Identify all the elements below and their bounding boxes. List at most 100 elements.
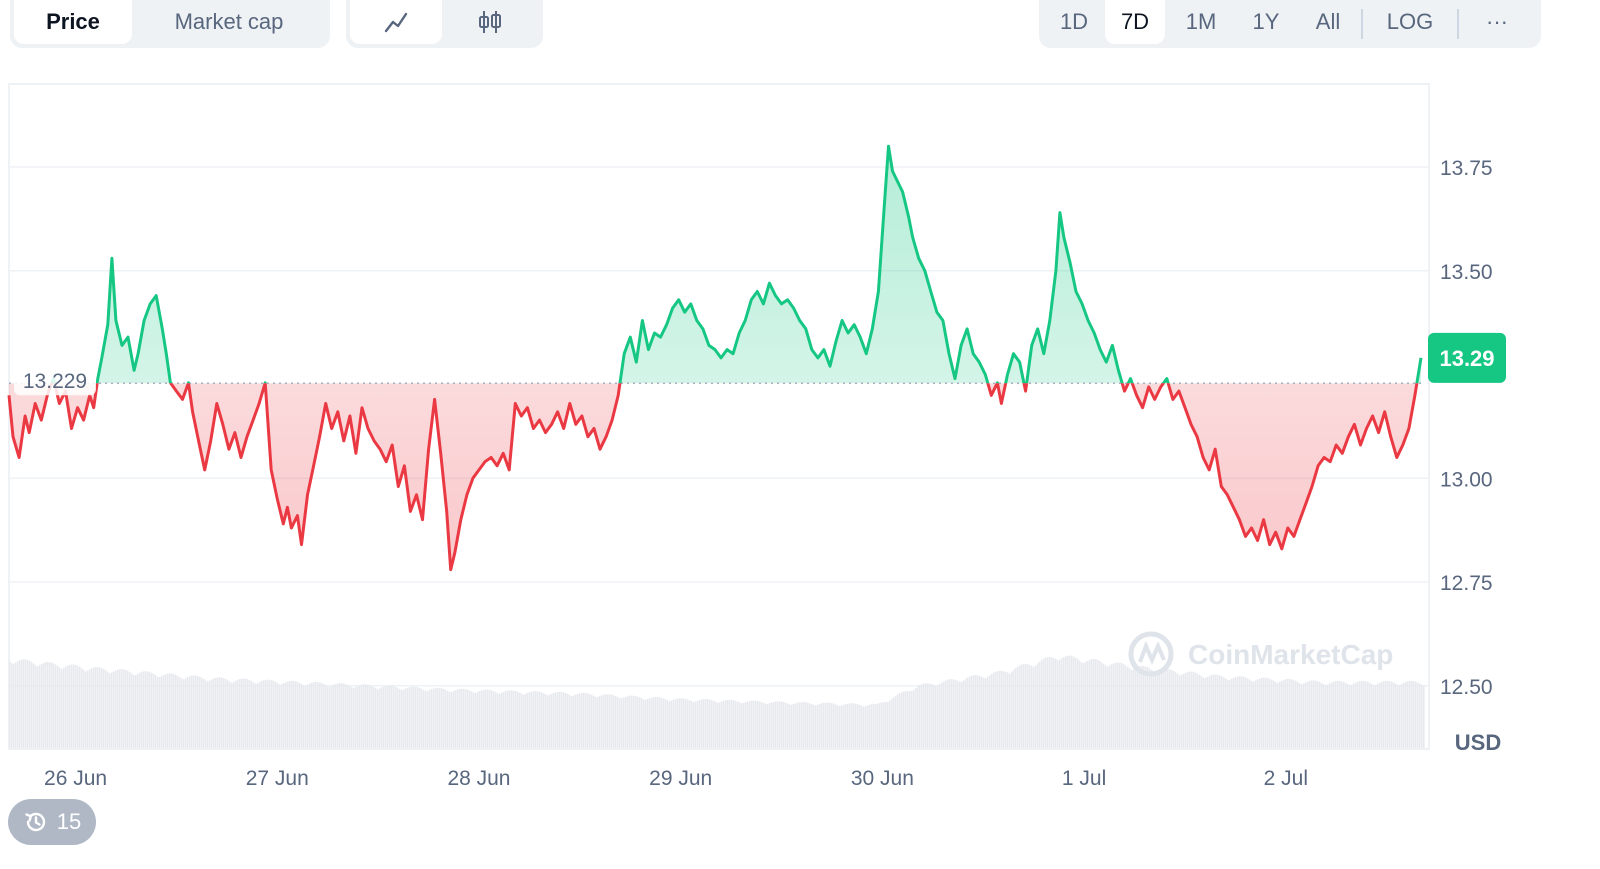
volume-bar [171, 673, 173, 748]
volume-bar [179, 677, 181, 748]
volume-bar [373, 686, 375, 748]
volume-bar [387, 685, 389, 748]
volume-bar [1295, 680, 1297, 748]
volume-bar [1325, 685, 1327, 748]
volume-bar [565, 693, 567, 748]
volume-bar [963, 680, 965, 748]
volume-bar [1419, 683, 1421, 748]
tab-market-cap[interactable]: Market cap [174, 9, 284, 34]
volume-bar [575, 694, 577, 748]
volume-bar [471, 691, 473, 748]
range-all[interactable]: All [1315, 9, 1341, 34]
volume-bar [199, 676, 201, 748]
history-badge[interactable]: 15 [8, 799, 96, 845]
current-price-tag-bg [1428, 332, 1506, 383]
volume-bar [737, 701, 739, 748]
volume-bar [1217, 674, 1219, 748]
volume-bar [1331, 682, 1333, 748]
volume-bar [359, 685, 361, 748]
volume-bar [167, 673, 169, 748]
volume-bar [1327, 684, 1329, 748]
volume-bar [831, 703, 833, 748]
volume-bar [13, 663, 15, 748]
volume-bar [287, 681, 289, 748]
range-1m[interactable]: 1M [1185, 9, 1217, 34]
volume-bar [417, 687, 419, 748]
tab-price[interactable]: Price [14, 0, 132, 44]
volume-bar [765, 703, 767, 748]
volume-bar [1167, 668, 1169, 748]
volume-bar [453, 690, 455, 748]
volume-bar [843, 704, 845, 748]
volume-bar [815, 705, 817, 748]
volume-bar [353, 687, 355, 748]
volume-bar [1341, 681, 1343, 748]
volume-bar [97, 667, 99, 748]
volume-bar [1147, 667, 1149, 748]
volume-bar [835, 704, 837, 748]
volume-bar [155, 675, 157, 748]
more-options-button[interactable]: ··· [1486, 9, 1508, 34]
volume-bar [285, 682, 287, 748]
volume-bar [713, 700, 715, 748]
volume-bar [763, 702, 765, 748]
volume-bar [135, 674, 137, 748]
volume-bar [541, 692, 543, 748]
volume-bar [781, 701, 783, 748]
volume-bar [795, 703, 797, 748]
volume-bar [919, 685, 921, 748]
candlestick-chart-button[interactable] [442, 0, 538, 44]
range-1y[interactable]: 1Y [1252, 9, 1280, 34]
volume-bar [269, 679, 271, 748]
volume-bar [703, 699, 705, 748]
y-tick-label: 13.50 [1440, 261, 1493, 284]
volume-bar [183, 679, 185, 748]
volume-bar [397, 687, 399, 748]
range-1d[interactable]: 1D [1059, 9, 1089, 34]
volume-bar [81, 668, 83, 748]
volume-bar [247, 679, 249, 748]
volume-bar [261, 680, 263, 748]
volume-bar [973, 675, 975, 748]
volume-bar [1253, 681, 1255, 748]
volume-bar [1323, 684, 1325, 748]
volume-bar [827, 702, 829, 748]
volume-bar [69, 664, 71, 748]
volume-bar [955, 679, 957, 748]
volume-bar [1191, 671, 1193, 748]
volume-bar [1355, 682, 1357, 748]
volume-bar [487, 689, 489, 748]
volume-bar [473, 692, 475, 748]
range-7d[interactable]: 7D [1105, 0, 1165, 44]
volume-bar [833, 703, 835, 748]
volume-bar [1365, 681, 1367, 748]
volume-bar [399, 689, 401, 748]
volume-bar [1041, 659, 1043, 748]
line-chart-button[interactable] [350, 0, 442, 44]
log-toggle[interactable]: LOG [1386, 9, 1434, 34]
volume-bar [223, 678, 225, 748]
volume-bar [965, 678, 967, 748]
volume-bar [1367, 681, 1369, 748]
volume-bar [851, 703, 853, 748]
volume-bar [143, 671, 145, 748]
volume-bar [1123, 664, 1125, 748]
volume-bar [363, 684, 365, 748]
volume-bar [567, 693, 569, 748]
volume-bar [1145, 666, 1147, 748]
volume-bar [717, 702, 719, 748]
volume-bar [489, 689, 491, 748]
volume-bar [871, 704, 873, 748]
watermark-text: CoinMarketCap [1188, 639, 1393, 670]
volume-bar [377, 689, 379, 748]
volume-bar [1127, 667, 1129, 748]
volume-bar [93, 667, 95, 748]
volume-bar [1185, 672, 1187, 748]
volume-bar [365, 684, 367, 748]
volume-bar [1063, 657, 1065, 748]
volume-bar [1057, 660, 1059, 748]
currency-label: USD [1455, 730, 1501, 755]
volume-bar [51, 662, 53, 748]
volume-bar [1249, 679, 1251, 748]
